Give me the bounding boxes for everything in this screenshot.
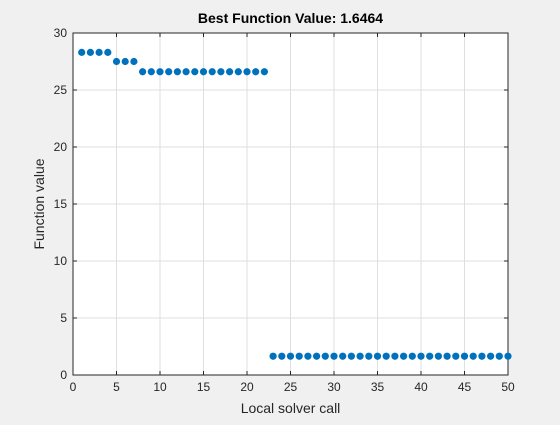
data-point	[330, 352, 338, 360]
data-point	[347, 352, 355, 360]
y-tick-label: 15	[54, 197, 68, 211]
data-point	[304, 352, 312, 360]
y-tick-label: 20	[54, 140, 68, 154]
chart-title: Best Function Value: 1.6464	[198, 10, 383, 26]
y-tick-label: 10	[54, 254, 68, 268]
data-point	[426, 352, 434, 360]
x-tick-label: 30	[327, 380, 341, 394]
grid-lines	[73, 33, 508, 375]
data-point	[460, 352, 469, 360]
data-point	[373, 352, 382, 360]
x-tick-label: 25	[284, 380, 298, 394]
data-point	[130, 57, 138, 66]
data-point	[365, 352, 373, 360]
y-tick-label: 5	[60, 311, 67, 325]
data-point	[339, 352, 347, 360]
data-point	[269, 352, 277, 360]
data-point	[226, 68, 234, 76]
y-tick-label: 0	[60, 368, 67, 382]
data-point	[147, 68, 155, 76]
data-point	[391, 352, 399, 360]
data-point	[452, 352, 460, 360]
x-tick-label: 0	[70, 380, 77, 394]
data-point	[382, 352, 390, 360]
data-point	[234, 68, 242, 76]
x-tick-label: 15	[197, 380, 211, 394]
axis-ticks: 0 5 10 15 20 25 30 35 40 45 50 0 5 10 15 20 25 30	[54, 26, 515, 394]
data-points	[78, 48, 512, 360]
data-point	[139, 68, 147, 76]
data-point	[86, 48, 94, 56]
data-point	[478, 352, 486, 360]
data-point	[191, 68, 199, 76]
x-tick-label: 5	[113, 380, 120, 394]
x-tick-label: 50	[501, 380, 515, 394]
data-point	[400, 352, 408, 360]
data-point	[243, 68, 251, 76]
data-point	[487, 352, 495, 360]
data-point	[434, 352, 442, 360]
x-tick-label: 45	[458, 380, 472, 394]
data-point	[217, 68, 225, 76]
data-point	[156, 68, 164, 76]
data-point	[469, 352, 477, 360]
data-point	[165, 68, 173, 76]
data-point	[208, 68, 216, 76]
data-point	[321, 352, 329, 360]
x-tick-label: 35	[371, 380, 385, 394]
x-tick-label: 20	[240, 380, 254, 394]
data-point	[182, 68, 190, 76]
data-point	[356, 352, 364, 360]
x-axis-label: Local solver call	[241, 400, 341, 416]
data-point	[260, 68, 268, 76]
y-axis-label: Function value	[31, 158, 47, 249]
x-tick-label: 40	[414, 380, 428, 394]
data-point	[295, 352, 303, 360]
data-point	[112, 57, 121, 66]
y-tick-label: 30	[54, 26, 68, 40]
data-point	[78, 48, 86, 56]
data-point	[313, 352, 321, 360]
data-point	[95, 48, 103, 56]
data-point	[286, 352, 295, 360]
data-point	[104, 48, 112, 56]
data-point	[443, 352, 451, 360]
x-tick-label: 10	[153, 380, 167, 394]
data-point	[417, 352, 425, 360]
data-point	[121, 57, 129, 66]
data-point	[408, 352, 416, 360]
data-point	[278, 352, 286, 360]
data-point	[199, 68, 208, 76]
y-tick-label: 25	[54, 83, 68, 97]
data-point	[252, 68, 260, 76]
data-point	[173, 68, 181, 76]
data-point	[495, 352, 503, 360]
data-point	[504, 352, 512, 360]
